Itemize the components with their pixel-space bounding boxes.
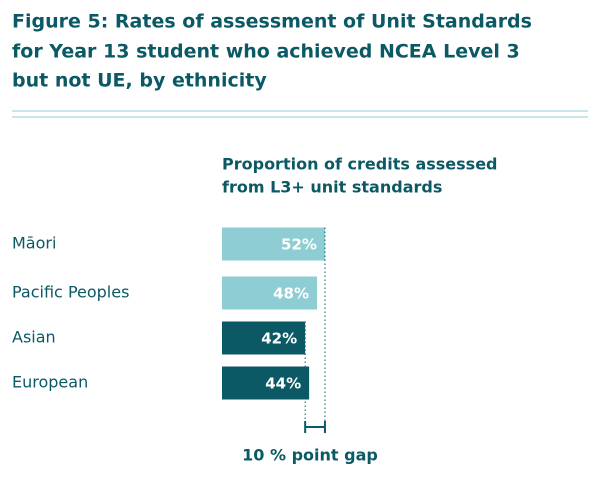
bar: [222, 366, 310, 400]
chart-title: for Year 13 student who achieved NCEA Le…: [12, 41, 520, 63]
bar: [222, 276, 318, 310]
value-label: 44%: [265, 375, 301, 393]
value-label: 48%: [273, 285, 309, 303]
value-label: 52%: [281, 236, 317, 254]
category-label: Asian: [12, 328, 56, 347]
bar: [222, 321, 306, 355]
subtitle: Proportion of credits assessed: [222, 155, 498, 174]
bar: [222, 227, 325, 261]
chart-title: but not UE, by ethnicity: [12, 70, 267, 92]
annotation: 10 % point gap: [242, 446, 378, 465]
category-label: European: [12, 373, 88, 392]
category-label: Pacific Peoples: [12, 283, 129, 302]
subtitle: from L3+ unit standards: [222, 178, 442, 197]
category-label: Māori: [12, 234, 56, 253]
chart-title: Figure 5: Rates of assessment of Unit St…: [12, 11, 532, 33]
value-label: 42%: [261, 330, 297, 348]
